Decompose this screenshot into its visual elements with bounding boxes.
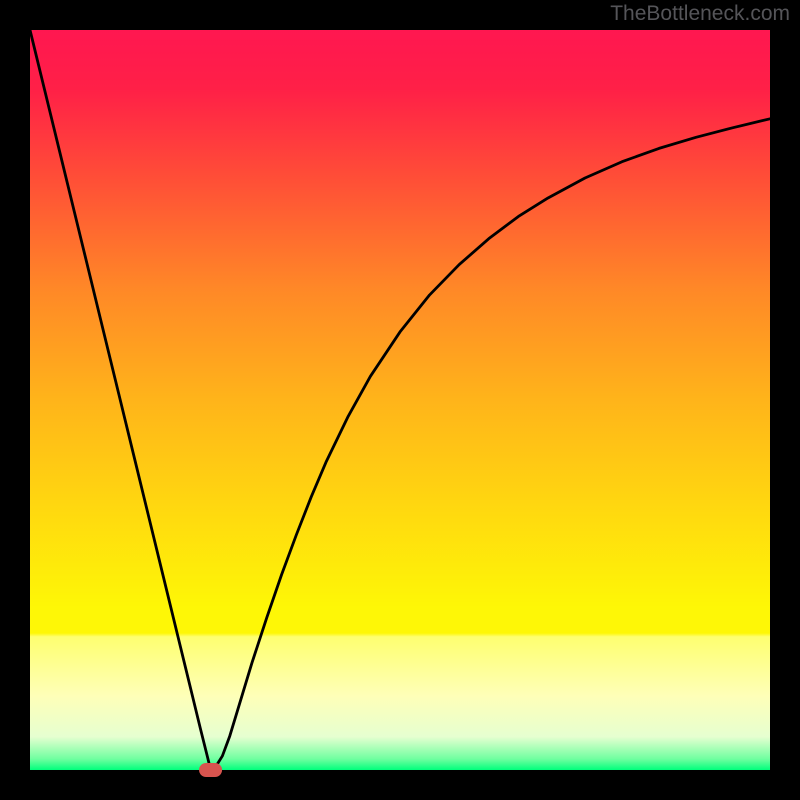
- min-marker: [199, 763, 222, 777]
- attribution-label: TheBottleneck.com: [610, 2, 790, 26]
- chart-svg: [0, 0, 800, 800]
- bottleneck-chart: TheBottleneck.com: [0, 0, 800, 800]
- plot-background: [30, 30, 770, 770]
